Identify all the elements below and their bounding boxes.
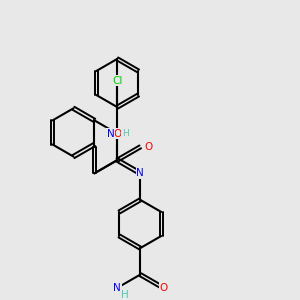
- Text: O: O: [113, 129, 122, 139]
- Text: N: N: [113, 283, 121, 293]
- Text: Cl: Cl: [112, 76, 122, 85]
- Text: O: O: [145, 142, 153, 152]
- Text: N: N: [106, 129, 114, 139]
- Text: N: N: [136, 168, 144, 178]
- Text: O: O: [159, 283, 167, 293]
- Text: H: H: [122, 129, 128, 138]
- Text: H: H: [121, 290, 129, 300]
